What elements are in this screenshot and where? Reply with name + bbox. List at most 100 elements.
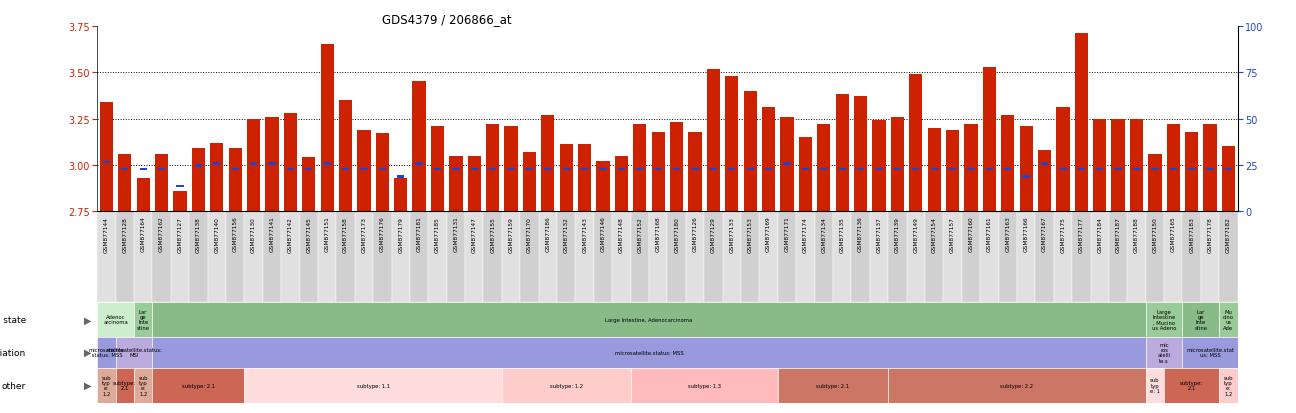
Bar (1207, 169, 1214, 171)
Text: GSM877155: GSM877155 (490, 216, 495, 252)
Bar (115, 337, 153, 368)
Bar (931, 169, 938, 171)
Bar (318, 212, 337, 302)
Bar (1146, 212, 1164, 302)
Bar (520, 212, 539, 302)
Bar (207, 212, 226, 302)
Bar (888, 368, 1146, 403)
Bar (875, 169, 883, 171)
Bar (982, 67, 995, 212)
Text: GSM877138: GSM877138 (196, 216, 201, 252)
Bar (305, 169, 312, 171)
Bar (210, 143, 223, 212)
Bar (508, 169, 515, 171)
Bar (907, 212, 925, 302)
Text: GSM877130: GSM877130 (251, 216, 257, 252)
Bar (888, 212, 907, 302)
Bar (614, 156, 629, 212)
Bar (928, 128, 941, 212)
Text: GSM877160: GSM877160 (968, 216, 973, 252)
Bar (539, 212, 557, 302)
Text: subtype: 1.3: subtype: 1.3 (688, 383, 721, 388)
Text: GSM877181: GSM877181 (416, 216, 421, 252)
Bar (1041, 163, 1048, 166)
Bar (1036, 212, 1054, 302)
Text: ▶: ▶ (84, 380, 92, 390)
Bar (376, 134, 389, 212)
Bar (121, 169, 128, 171)
Bar (667, 212, 686, 302)
Bar (1146, 337, 1182, 368)
Text: GSM877151: GSM877151 (324, 216, 329, 252)
Text: Adenoc
arcinoma: Adenoc arcinoma (104, 314, 128, 325)
Text: GSM877134: GSM877134 (822, 216, 827, 252)
Bar (118, 154, 131, 212)
Text: GSM877137: GSM877137 (876, 216, 881, 252)
Text: GSM877149: GSM877149 (914, 216, 919, 252)
Bar (820, 169, 827, 171)
Bar (302, 158, 315, 212)
Bar (1038, 151, 1051, 212)
Bar (248, 119, 260, 212)
Bar (1164, 212, 1182, 302)
Bar (228, 149, 242, 212)
Bar (360, 169, 368, 171)
Bar (410, 212, 428, 302)
Bar (946, 131, 959, 212)
Bar (1166, 125, 1179, 212)
Bar (686, 212, 704, 302)
Bar (839, 169, 846, 171)
Bar (434, 169, 441, 171)
Bar (102, 161, 110, 164)
Text: GSM877135: GSM877135 (840, 216, 845, 252)
Bar (153, 212, 171, 302)
Bar (910, 75, 923, 212)
Bar (765, 169, 772, 171)
Bar (612, 212, 631, 302)
Bar (943, 212, 962, 302)
Text: GSM877173: GSM877173 (362, 216, 367, 252)
Bar (778, 212, 796, 302)
Text: mic
ros
atelli
te.s: mic ros atelli te.s (1157, 342, 1170, 363)
Bar (857, 169, 864, 171)
Bar (798, 138, 813, 212)
Text: GSM877166: GSM877166 (1024, 216, 1029, 252)
Text: GSM877164: GSM877164 (141, 216, 145, 252)
Bar (1164, 368, 1220, 403)
Bar (526, 169, 533, 171)
Bar (1096, 169, 1103, 171)
Bar (284, 114, 297, 212)
Text: subtype: 1.2: subtype: 1.2 (550, 383, 583, 388)
Bar (542, 116, 555, 212)
Bar (324, 163, 330, 166)
Text: subtype: 2.1: subtype: 2.1 (181, 383, 215, 388)
Bar (1023, 176, 1030, 178)
Text: GSM877131: GSM877131 (454, 216, 459, 252)
Text: subtype: 2.2: subtype: 2.2 (1001, 383, 1033, 388)
Bar (115, 212, 133, 302)
Text: GSM877165: GSM877165 (1170, 216, 1175, 252)
Bar (746, 169, 754, 171)
Bar (189, 212, 207, 302)
Text: Lar
ge
Inte
stine: Lar ge Inte stine (1195, 309, 1208, 330)
Bar (649, 212, 667, 302)
Bar (337, 212, 355, 302)
Text: GSM877168: GSM877168 (656, 216, 661, 252)
Bar (174, 191, 187, 212)
Text: GSM877126: GSM877126 (692, 216, 697, 252)
Bar (1130, 119, 1143, 212)
Text: GSM877147: GSM877147 (472, 216, 477, 252)
Bar (949, 169, 956, 171)
Bar (836, 95, 849, 212)
Bar (986, 169, 993, 171)
Bar (465, 212, 483, 302)
Text: ▶: ▶ (84, 315, 92, 325)
Bar (710, 169, 717, 171)
Text: genotype/variation: genotype/variation (0, 348, 26, 357)
Bar (391, 212, 410, 302)
Text: microsatellite.stat
us: MSS: microsatellite.stat us: MSS (1186, 347, 1234, 358)
Bar (1182, 302, 1220, 337)
Bar (373, 212, 391, 302)
Bar (778, 368, 888, 403)
Text: GSM877142: GSM877142 (288, 216, 293, 252)
